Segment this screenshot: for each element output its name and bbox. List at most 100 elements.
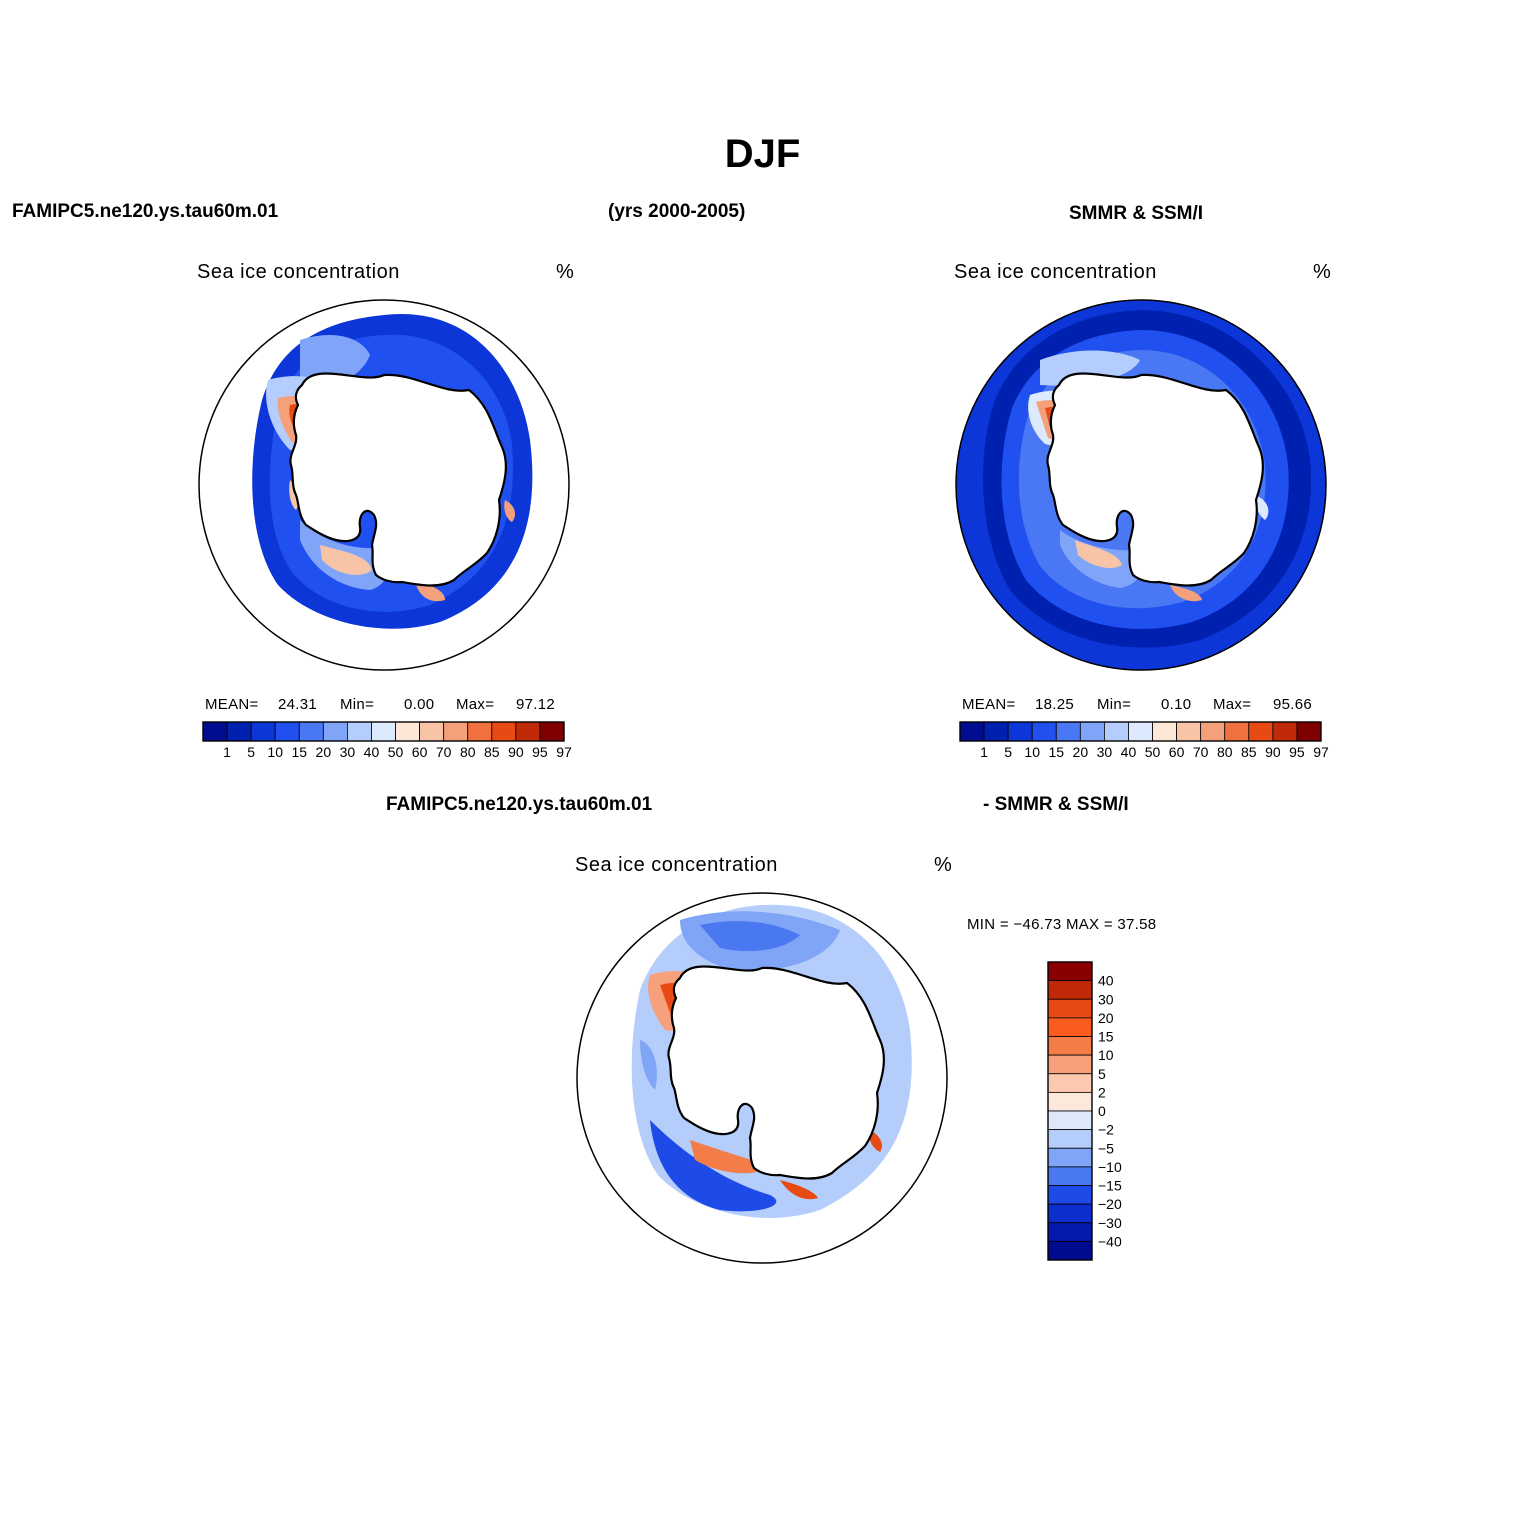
model-plot-title: Sea ice concentration (197, 261, 400, 283)
model-map (198, 299, 570, 671)
obs-colorbar-swatch (959, 721, 985, 742)
diff-colorbar-swatch (1047, 998, 1093, 1019)
model-colorbar-swatch (250, 721, 276, 742)
diff-colorbar-swatch (1047, 1222, 1093, 1242)
diff-colorbar-frame (1047, 961, 1093, 1261)
model-colorbar-tick-label: 10 (267, 744, 283, 760)
obs-colorbar-swatch (1031, 721, 1057, 742)
obs-colorbar-tick-label: 5 (1004, 744, 1012, 760)
diff-colorbar-tick-label: 2 (1098, 1084, 1106, 1100)
model-max-value: 97.12 (516, 696, 556, 713)
model-colorbar-tick-label: 15 (291, 744, 307, 760)
model-colorbar-swatch (467, 721, 493, 742)
diff-colorbar-swatch (1047, 980, 1093, 1000)
diff-colorbar-tick-label: 0 (1098, 1103, 1106, 1119)
model-colorbar-tick-label: 90 (508, 744, 524, 760)
diff-colorbar-tick-label: −40 (1098, 1233, 1122, 1249)
obs-colorbar-swatch (1176, 721, 1202, 742)
obs-colorbar-swatch (1248, 721, 1274, 742)
obs-colorbar-tick-label: 60 (1169, 744, 1185, 760)
obs-mean-value: 18.25 (1035, 696, 1075, 713)
diff-plot-units: % (934, 854, 953, 876)
model-colorbar-tick-label: 85 (484, 744, 500, 760)
diff-colorbar-tick-label: −5 (1098, 1140, 1114, 1156)
diff-colorbar-swatch (1047, 1185, 1093, 1205)
diff-colorbar-swatch (1047, 1036, 1093, 1056)
diff-colorbar-swatch (1047, 1166, 1093, 1186)
obs-colorbar-swatch (1224, 721, 1250, 742)
obs-colorbar-swatch (1079, 721, 1105, 742)
model-colorbar-frame (202, 721, 565, 742)
model-colorbar-swatch (491, 721, 517, 742)
diff-colorbar-swatch (1047, 1129, 1093, 1149)
diff-colorbar-swatch (1047, 1240, 1093, 1261)
obs-min-label: Min= (1097, 696, 1132, 713)
model-colorbar-tick-label: 70 (436, 744, 452, 760)
obs-colorbar-swatch (1128, 721, 1153, 742)
model-colorbar-tick-label: 50 (388, 744, 404, 760)
obs-mean-label: MEAN= (962, 696, 1016, 713)
obs-min-value: 0.10 (1161, 696, 1192, 713)
model-colorbar-swatch (515, 721, 541, 742)
obs-colorbar-tick-label: 97 (1313, 744, 1329, 760)
model-colorbar-tick-label: 5 (247, 744, 255, 760)
obs-colorbar-tick-label: 90 (1265, 744, 1281, 760)
diff-colorbar-swatch (1047, 1054, 1093, 1075)
obs-label: SMMR & SSM/I (1069, 203, 1204, 224)
obs-colorbar-tick-label: 40 (1121, 744, 1137, 760)
diff-minmax: MIN = −46.73 MAX = 37.58 (967, 916, 1157, 933)
model-colorbar-swatch (202, 721, 228, 742)
obs-colorbar-tick-label: 85 (1241, 744, 1257, 760)
obs-colorbar-tick-label: 50 (1145, 744, 1161, 760)
model-case-label: FAMIPC5.ne120.ys.tau60m.01 (12, 201, 279, 222)
diff-colorbar-tick-label: 15 (1098, 1029, 1114, 1045)
obs-colorbar-tick-label: 1 (980, 744, 988, 760)
obs-colorbar-tick-label: 95 (1289, 744, 1305, 760)
diff-colorbar-swatch (1047, 1147, 1093, 1168)
diff-colorbar-tick-label: −30 (1098, 1215, 1122, 1231)
diff-colorbar-tick-label: −15 (1098, 1178, 1122, 1194)
obs-colorbar-tick-label: 10 (1024, 744, 1040, 760)
obs-colorbar-swatch (1200, 721, 1226, 742)
obs-colorbar: 1 5 10 15 20 30 40 50 60 70 80 85 90 95 97 (959, 721, 1329, 760)
model-colorbar: 1 5 10 15 20 30 40 50 60 70 80 85 90 95 97 (202, 721, 572, 760)
obs-colorbar-frame (959, 721, 1322, 742)
diff-colorbar-tick-label: 30 (1098, 991, 1114, 1007)
diff-colorbar-swatch (1047, 1110, 1093, 1131)
obs-colorbar-swatch (1152, 721, 1177, 742)
obs-colorbar-swatch (1055, 721, 1081, 742)
diff-plot-title: Sea ice concentration (575, 854, 778, 876)
diff-colorbar-swatch (1047, 1203, 1093, 1224)
model-max-label: Max= (456, 696, 495, 713)
model-colorbar-swatch (539, 721, 565, 742)
model-colorbar-tick-label: 1 (223, 744, 231, 760)
diff-colorbar-swatch (1047, 1017, 1093, 1037)
model-colorbar-swatch (443, 721, 469, 742)
model-colorbar-swatch (322, 721, 348, 742)
model-colorbar-swatch (395, 721, 420, 742)
model-colorbar-swatch (226, 721, 252, 742)
diff-colorbar-tick-label: −2 (1098, 1122, 1114, 1138)
obs-colorbar-tick-label: 20 (1073, 744, 1089, 760)
figure-title: DJF (724, 132, 801, 176)
model-colorbar-swatch (298, 721, 324, 742)
diff-colorbar-tick-label: 10 (1098, 1047, 1114, 1063)
obs-colorbar-tick-label: 30 (1097, 744, 1113, 760)
obs-colorbar-swatch (983, 721, 1009, 742)
diff-colorbar-tick-label: 20 (1098, 1010, 1114, 1026)
model-colorbar-tick-label: 30 (340, 744, 356, 760)
obs-colorbar-tick-label: 70 (1193, 744, 1209, 760)
diff-obs-label: - SMMR & SSM/I (983, 794, 1129, 815)
model-colorbar-tick-label: 20 (316, 744, 332, 760)
diff-colorbar-swatch (1047, 1073, 1093, 1093)
model-colorbar-tick-label: 97 (556, 744, 572, 760)
model-colorbar-swatch (419, 721, 445, 742)
model-colorbar-tick-label: 80 (460, 744, 476, 760)
obs-map (955, 299, 1327, 671)
obs-plot-units: % (1313, 261, 1332, 283)
years-label: (yrs 2000-2005) (608, 201, 746, 222)
obs-colorbar-swatch (1296, 721, 1322, 742)
obs-max-value: 95.66 (1273, 696, 1313, 713)
diff-colorbar-swatch (1047, 961, 1093, 982)
model-mean-value: 24.31 (278, 696, 318, 713)
